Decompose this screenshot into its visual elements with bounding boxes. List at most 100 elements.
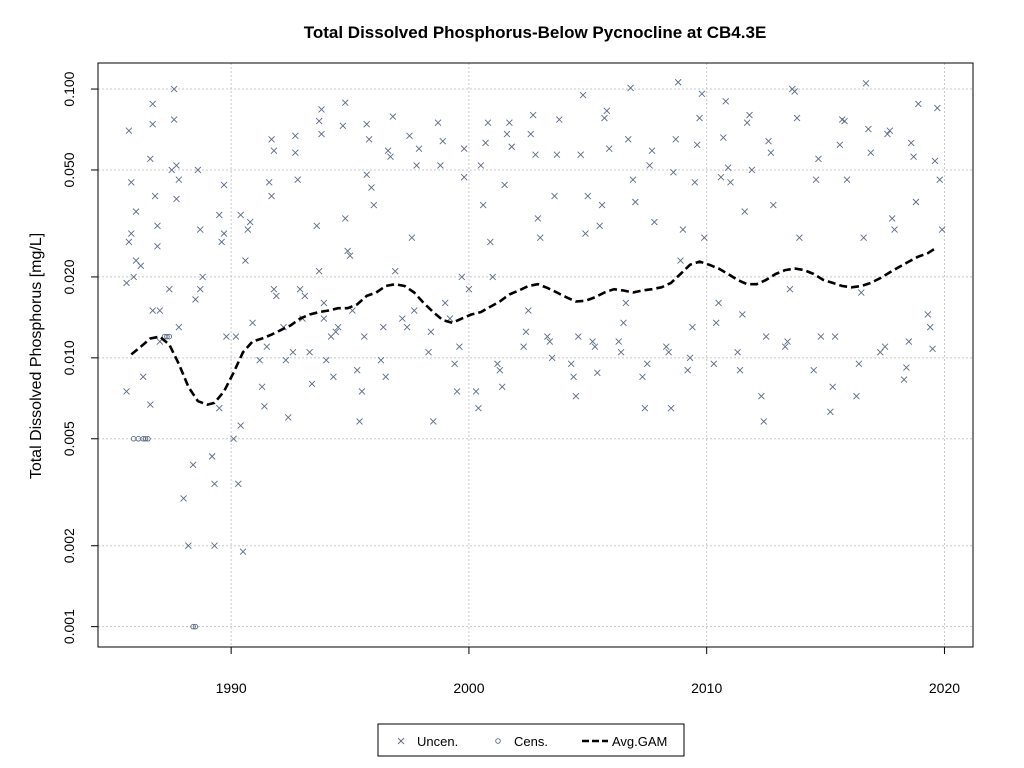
uncen-point — [123, 388, 130, 395]
x-marker-stroke — [555, 116, 563, 123]
uncen-point — [769, 201, 777, 209]
x-marker-stroke — [651, 218, 658, 226]
legend-circle-marker — [495, 738, 501, 744]
x-marker-stroke — [185, 542, 192, 550]
uncen-point — [741, 208, 749, 215]
gam-line — [130, 247, 936, 406]
x-marker-stroke — [679, 226, 687, 233]
uncen-point — [596, 222, 604, 230]
uncen-point — [926, 323, 934, 331]
x-marker-stroke — [762, 333, 770, 340]
x-marker-stroke — [370, 201, 378, 209]
x-marker-stroke — [415, 145, 423, 153]
x-marker-stroke — [743, 119, 751, 126]
uncen-point — [249, 319, 256, 327]
x-marker-stroke — [237, 211, 244, 219]
uncen-point — [715, 299, 722, 307]
uncen-point — [627, 84, 634, 92]
x-marker-stroke — [620, 319, 627, 327]
uncen-point — [791, 88, 798, 95]
uncen-point — [399, 315, 406, 322]
uncen-point — [151, 192, 159, 200]
uncen-point — [132, 208, 140, 215]
uncen-point — [689, 323, 696, 331]
uncen-point — [762, 333, 770, 340]
x-marker-stroke — [292, 132, 299, 140]
x-marker-stroke — [693, 141, 701, 149]
x-marker-stroke — [380, 323, 387, 331]
x-marker-stroke — [237, 422, 244, 429]
x-marker-stroke — [617, 348, 625, 356]
x-marker-stroke — [876, 348, 884, 356]
uncen-point — [924, 311, 932, 318]
x-marker-stroke — [125, 127, 133, 135]
x-marker-stroke — [903, 364, 910, 371]
uncen-point — [196, 226, 204, 233]
uncen-point — [672, 136, 680, 143]
x-marker-stroke — [765, 137, 772, 145]
uncen-point — [662, 343, 670, 351]
uncen-point — [156, 307, 164, 314]
uncen-point — [289, 348, 297, 356]
uncen-point — [273, 292, 280, 300]
y-tick-label: 0.100 — [61, 71, 77, 106]
x-marker-stroke — [460, 173, 468, 181]
x-marker-stroke — [434, 119, 442, 126]
uncen-point — [175, 323, 183, 331]
x-marker-stroke — [860, 234, 867, 241]
uncen-point — [496, 366, 504, 374]
uncen-point — [322, 356, 330, 364]
uncen-point — [460, 173, 468, 181]
uncen-point — [498, 383, 506, 391]
x-marker-stroke — [867, 149, 875, 156]
uncen-point — [173, 162, 180, 169]
x-marker-stroke — [829, 383, 837, 391]
legend-item-avg-gam: Avg.GAM — [582, 734, 667, 749]
x-marker-stroke — [720, 134, 727, 141]
uncen-point — [601, 114, 608, 122]
uncen-point — [256, 356, 264, 364]
x-marker-stroke — [232, 333, 240, 340]
x-marker-stroke — [239, 548, 247, 556]
x-marker-stroke — [717, 173, 725, 181]
uncen-point — [294, 176, 302, 184]
x-marker-stroke — [667, 404, 675, 412]
x-marker-stroke — [453, 388, 461, 395]
uncen-point — [579, 91, 587, 99]
x-marker-stroke — [154, 222, 161, 230]
x-marker-stroke — [475, 404, 482, 412]
x-marker-stroke — [208, 453, 216, 460]
x-marker-stroke — [827, 408, 834, 416]
uncen-point — [370, 201, 378, 209]
uncen-point — [641, 404, 649, 412]
uncen-point — [482, 139, 489, 147]
x-marker-stroke — [841, 117, 848, 125]
x-marker-stroke — [215, 404, 223, 412]
x-marker-stroke — [589, 338, 596, 345]
x-marker-stroke — [596, 222, 604, 230]
x-marker-stroke — [746, 111, 753, 119]
uncen-point — [570, 373, 577, 381]
x-marker-stroke — [363, 120, 371, 128]
uncen-point — [648, 147, 656, 154]
uncen-point — [646, 162, 653, 169]
x-marker-stroke — [648, 147, 656, 154]
x-marker-stroke — [334, 323, 342, 331]
uncen-point — [346, 252, 354, 259]
x-marker-stroke — [315, 117, 323, 125]
uncen-point — [886, 127, 894, 135]
x-marker-stroke — [413, 162, 420, 169]
uncen-point — [408, 234, 416, 241]
uncen-point — [605, 145, 613, 153]
legend-label-avg-gam: Avg.GAM — [612, 734, 667, 749]
x-marker-stroke — [170, 85, 178, 93]
uncen-point — [796, 234, 803, 241]
x-marker-stroke — [817, 333, 825, 340]
x-marker-stroke — [437, 162, 444, 169]
x-marker-stroke — [812, 176, 820, 184]
uncen-point — [315, 117, 323, 125]
x-marker-stroke — [265, 178, 273, 186]
uncen-point — [929, 345, 936, 353]
uncen-point — [862, 80, 870, 87]
x-marker-stroke — [577, 151, 584, 158]
